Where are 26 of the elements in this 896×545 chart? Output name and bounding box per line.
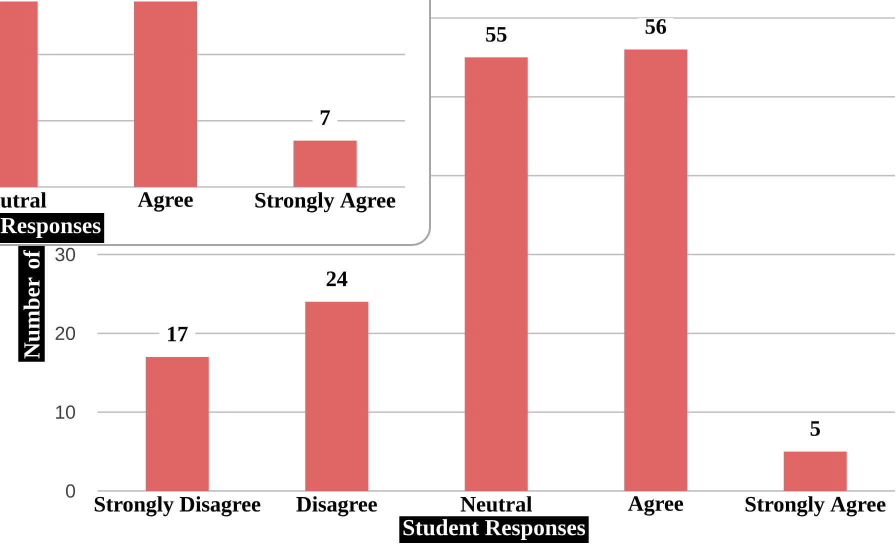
y-tick-label: 30	[55, 248, 76, 262]
x-axis-title: Responses	[0, 218, 101, 238]
x-tick-label: Agree	[628, 496, 684, 516]
bar	[784, 452, 847, 491]
x-tick-label: Strongly Disagree	[94, 496, 260, 516]
x-tick-label: Disagree	[296, 496, 377, 516]
data-label: 7	[320, 110, 330, 125]
data-label: 55	[486, 27, 506, 42]
y-axis-title: Number of	[23, 250, 40, 358]
y-tick-label: 0	[66, 484, 76, 498]
x-tick-label: Strongly Agree	[746, 496, 886, 516]
data-label: 5	[810, 421, 820, 436]
x-tick-label: utral	[0, 192, 46, 208]
bar	[624, 50, 688, 491]
bar	[464, 57, 528, 491]
x-tick-label: Agree	[138, 192, 193, 212]
x-tick-label: Strongly Agree	[255, 192, 396, 212]
data-label: 17	[168, 326, 188, 342]
y-tick-label: 10	[56, 405, 76, 419]
x-axis-title: Student Responses	[404, 519, 586, 540]
data-label: 56	[646, 19, 666, 34]
bar	[305, 302, 368, 491]
bar	[146, 356, 209, 491]
y-tick-label: 20	[56, 326, 76, 340]
x-tick-label: Neutral	[460, 496, 532, 512]
data-label: 24	[326, 272, 348, 286]
